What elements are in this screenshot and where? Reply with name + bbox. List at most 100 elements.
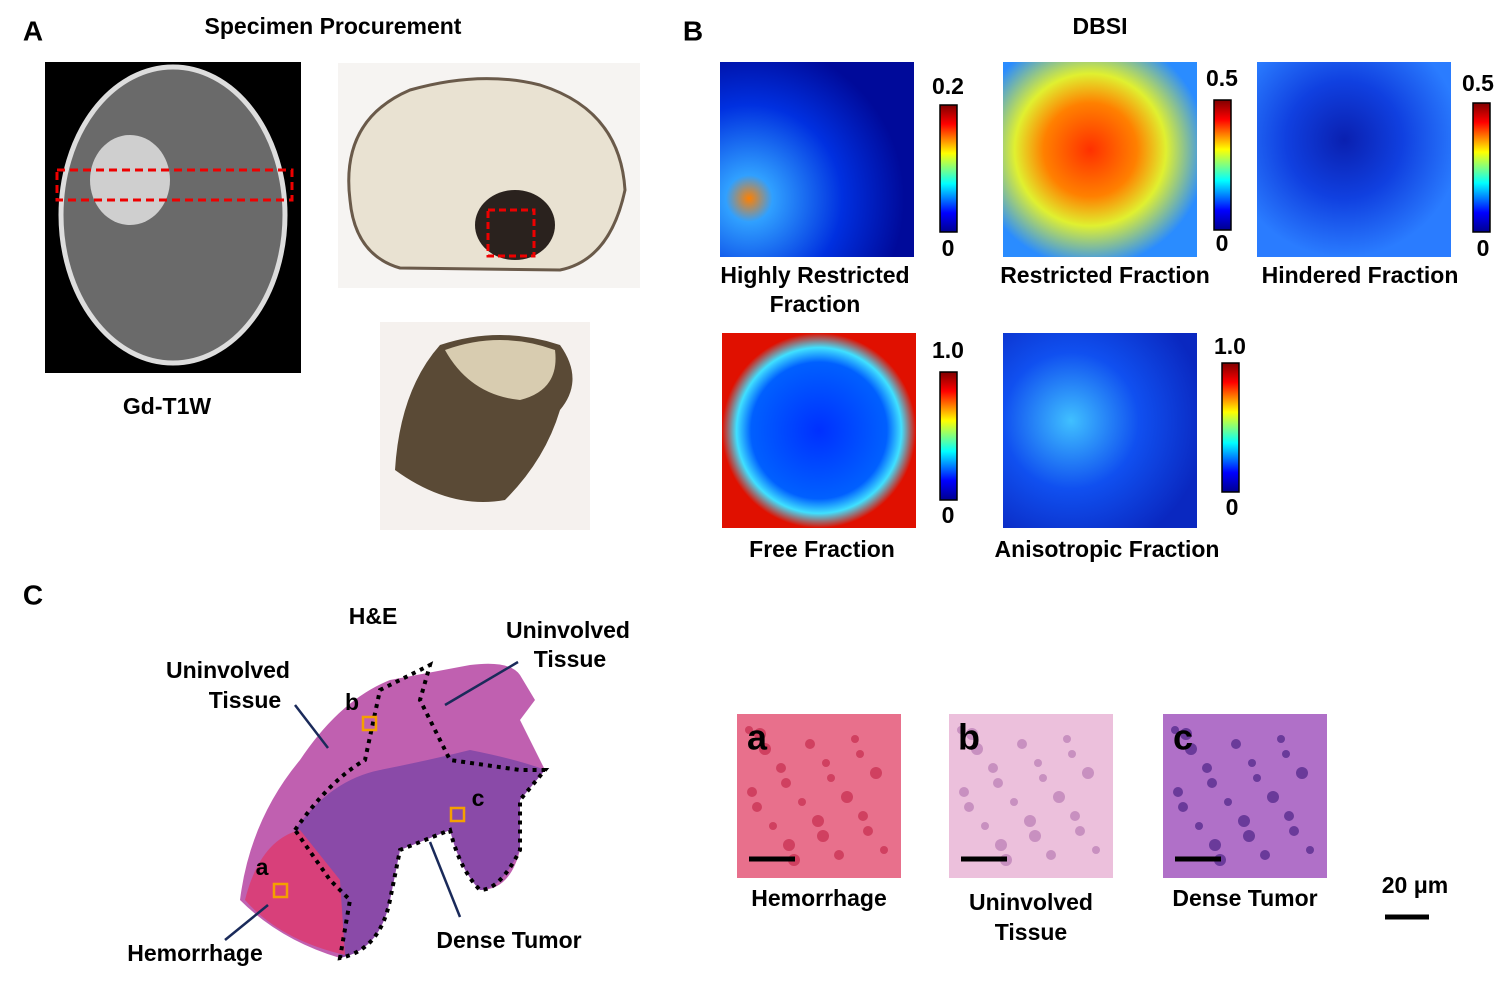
- cell: [1039, 774, 1047, 782]
- cell: [1284, 811, 1294, 821]
- colorbar-max: 1.0: [932, 337, 964, 363]
- cell: [1029, 830, 1041, 842]
- histology-image: [1163, 714, 1327, 878]
- parameter-map: [1003, 333, 1197, 528]
- cell: [1195, 822, 1203, 830]
- cell: [781, 778, 791, 788]
- inset-letter: b: [958, 717, 980, 758]
- inset-label: Tissue: [995, 919, 1067, 945]
- cell: [1260, 850, 1270, 860]
- cell: [798, 798, 806, 806]
- colorbar: [1213, 99, 1232, 231]
- cell: [964, 802, 974, 812]
- cell: [1171, 726, 1179, 734]
- cell: [1046, 850, 1056, 860]
- cell: [995, 839, 1007, 851]
- map-label: Restricted Fraction: [1000, 262, 1210, 288]
- colorbar-min: 0: [1216, 230, 1229, 256]
- cell: [966, 728, 978, 740]
- inset-letter: c: [1173, 717, 1193, 758]
- mri-brain: [58, 64, 288, 366]
- cell: [1296, 767, 1308, 779]
- cell: [851, 735, 859, 743]
- cell: [745, 726, 753, 734]
- cell: [1282, 750, 1290, 758]
- cell: [981, 822, 989, 830]
- map-label: Fraction: [770, 291, 861, 317]
- cell: [1306, 846, 1314, 854]
- cell: [841, 791, 853, 803]
- histology-image: [737, 714, 901, 878]
- map-label: Anisotropic Fraction: [995, 536, 1220, 562]
- parameter-map: [1257, 62, 1451, 257]
- colorbar: [939, 104, 958, 233]
- cell: [1017, 739, 1027, 749]
- inset-label: Hemorrhage: [751, 885, 886, 911]
- cell: [1202, 763, 1212, 773]
- panel-letter: B: [683, 15, 703, 46]
- colorbar-max: 0.2: [932, 73, 964, 99]
- insets: a Hemorrhage b Uninvolved Tissue c Dense Tumor: [737, 714, 1327, 945]
- cell: [1075, 826, 1085, 836]
- image-label: Gd-T1W: [123, 393, 211, 419]
- cell: [957, 726, 965, 734]
- cell: [1092, 846, 1100, 854]
- annotation: Hemorrhage: [127, 940, 262, 966]
- colorbar-min: 0: [1477, 235, 1490, 261]
- parameter-map: [722, 333, 916, 528]
- inset-box: [361, 715, 378, 732]
- arrows: [224, 660, 519, 941]
- cell: [1248, 759, 1256, 767]
- cell: [783, 839, 795, 851]
- cell: [971, 743, 983, 755]
- cell: [769, 822, 777, 830]
- panel-letter: A: [23, 15, 43, 46]
- panel-letter: C: [23, 579, 43, 610]
- cell: [1070, 811, 1080, 821]
- cell: [747, 787, 757, 797]
- cell: [1207, 778, 1217, 788]
- colorbar-min: 0: [942, 235, 955, 261]
- annotation: Dense Tumor: [436, 927, 581, 953]
- colorbar: [1221, 362, 1240, 493]
- cell: [1209, 839, 1221, 851]
- cell: [812, 815, 824, 827]
- cell: [817, 830, 829, 842]
- inset-letter: a: [747, 717, 768, 758]
- histology-image: [949, 714, 1113, 878]
- cell: [1010, 798, 1018, 806]
- annotation: Tissue: [209, 687, 281, 713]
- cell: [1024, 815, 1036, 827]
- cell: [1185, 743, 1197, 755]
- brain-slice: [347, 77, 627, 272]
- panel-title: Specimen Procurement: [205, 13, 462, 39]
- annotation: Uninvolved: [166, 657, 290, 683]
- cell: [1243, 830, 1255, 842]
- cell: [822, 759, 830, 767]
- cell: [827, 774, 835, 782]
- cell: [1224, 798, 1232, 806]
- panel-title: DBSI: [1073, 13, 1128, 39]
- cell: [1053, 791, 1065, 803]
- scale-bar-label: 20 μm: [1382, 872, 1449, 898]
- cell: [759, 743, 771, 755]
- cell: [1238, 815, 1250, 827]
- hemorrhage-region: [245, 830, 345, 955]
- inset-label: Uninvolved: [969, 889, 1093, 915]
- cell: [1178, 802, 1188, 812]
- panel-title: H&E: [349, 603, 398, 629]
- cell: [1082, 767, 1094, 779]
- cell: [834, 850, 844, 860]
- roi-box: [55, 168, 294, 202]
- cell: [1267, 791, 1279, 803]
- cell: [863, 826, 873, 836]
- annotation: Uninvolved: [506, 617, 630, 643]
- colorbar-max: 1.0: [1214, 333, 1246, 359]
- box-letter: c: [472, 785, 485, 811]
- cell: [959, 787, 969, 797]
- cell: [1180, 728, 1192, 740]
- parameter-map: [1003, 62, 1197, 257]
- map-label: Highly Restricted: [720, 262, 909, 288]
- cell: [988, 763, 998, 773]
